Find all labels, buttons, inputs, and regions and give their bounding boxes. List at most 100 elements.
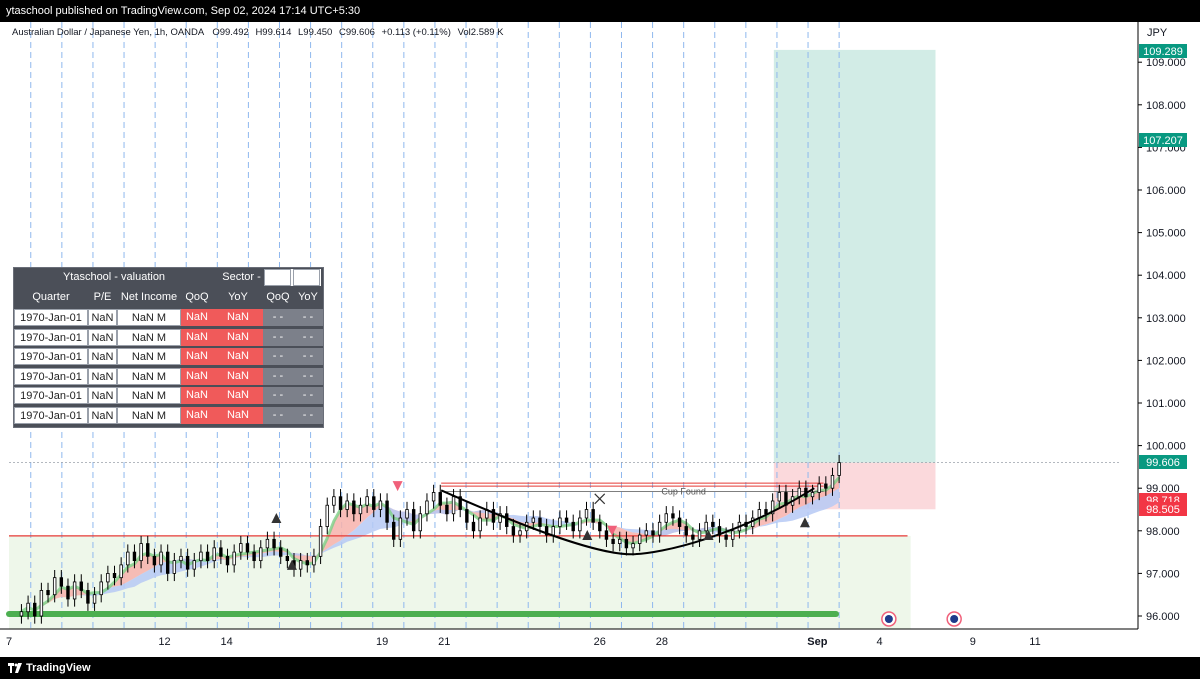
valuation-cell: - -	[263, 328, 293, 346]
candle	[46, 590, 50, 596]
x-tick-label: 14	[221, 636, 233, 648]
candle	[657, 521, 662, 536]
candle	[551, 526, 555, 536]
candle	[126, 551, 130, 566]
y-tick-label: 104.000	[1146, 270, 1186, 282]
y-tick-label: 98.000	[1146, 526, 1180, 538]
valuation-cell: NaN	[88, 348, 117, 365]
valuation-cell: 1970-Jan-01	[14, 387, 88, 404]
candle	[185, 555, 190, 570]
valuation-cell: - -	[293, 387, 323, 404]
valuation-cell: - -	[293, 406, 323, 424]
candle	[624, 538, 629, 549]
buy-signal-marker	[703, 530, 714, 541]
candle	[33, 602, 37, 617]
candle	[564, 517, 569, 523]
y-tick-label: 101.000	[1146, 398, 1186, 410]
legend-open: O99.492	[212, 27, 248, 38]
candle	[544, 526, 549, 536]
candle	[265, 538, 270, 549]
candle	[392, 521, 396, 540]
candle	[704, 521, 708, 532]
x-tick-label: 19	[376, 636, 388, 648]
candle	[611, 538, 615, 544]
x-tick-label: 26	[594, 636, 606, 648]
candle	[604, 530, 609, 540]
valuation-cell: 1970-Jan-01	[14, 309, 88, 326]
valuation-cell: - -	[263, 367, 293, 385]
valuation-cell: NaN	[213, 328, 263, 346]
valuation-cell: NaN	[213, 309, 263, 326]
x-tick-label: 11	[1029, 636, 1040, 648]
candle	[770, 500, 775, 515]
valuation-cell: NaN	[181, 367, 213, 385]
valuation-data-row: 1970-Jan-01 NaN NaN M NaN NaN - -- -	[14, 328, 323, 347]
candle	[79, 581, 83, 591]
y-tick-label: 108.000	[1146, 100, 1186, 112]
col-net-income: Net Income	[120, 291, 178, 303]
candle	[578, 517, 582, 532]
candle	[92, 594, 97, 604]
y-tick-label: 106.000	[1146, 185, 1186, 197]
candle	[584, 509, 589, 519]
candle	[445, 504, 449, 515]
valuation-data-row: 1970-Jan-01 NaN NaN M NaN NaN - -- -	[14, 386, 323, 405]
candle	[132, 551, 137, 562]
candle	[86, 590, 90, 604]
valuation-cell: NaN	[88, 367, 117, 385]
valuation-cell: - -	[263, 406, 293, 424]
valuation-header-row: Quarter P/E Net Income QoQ YoY QoQ YoY	[14, 288, 323, 307]
candle	[139, 543, 143, 562]
candle	[59, 577, 64, 587]
currency-label: JPY	[1147, 27, 1168, 39]
candle	[52, 577, 57, 596]
sector-value-box	[264, 269, 321, 286]
price-badge	[1139, 455, 1187, 469]
chart-area[interactable]: Cup Found JPY 96.000 97.000 98.000 99.000 100…	[0, 22, 1200, 657]
valuation-title-row: Ytaschool - valuation Sector -	[14, 268, 323, 287]
candle	[285, 555, 290, 562]
valuation-cell: - -	[293, 328, 323, 346]
candle	[697, 530, 702, 540]
valuation-cell: - -	[263, 387, 293, 404]
valuation-cell: NaN	[181, 328, 213, 346]
valuation-cell: - -	[293, 309, 323, 326]
candle	[431, 492, 436, 502]
legend-close: C99.606	[339, 27, 375, 38]
candle	[637, 534, 642, 544]
candle	[365, 496, 369, 506]
valuation-data-row: 1970-Jan-01 NaN NaN M NaN NaN - -- -	[14, 347, 323, 366]
candle	[465, 509, 469, 523]
cross-marker	[594, 493, 606, 505]
legend-symbol: Australian Dollar / Japanese Yen, 1h, OA…	[12, 27, 205, 38]
candle	[425, 500, 429, 515]
candle	[345, 500, 349, 510]
candle	[219, 547, 223, 557]
valuation-cell: NaN M	[117, 328, 181, 346]
valuation-cell: NaN M	[117, 348, 181, 365]
overlay-layer: Cup Found	[271, 481, 962, 627]
cup-found-label: Cup Found	[661, 486, 706, 496]
candle	[192, 560, 196, 570]
profit-target-zone	[773, 49, 936, 463]
valuation-cell: NaN M	[117, 367, 181, 385]
candle	[511, 526, 516, 536]
buy-signal-marker	[286, 559, 297, 570]
ma-line-fast	[20, 476, 841, 613]
candle	[411, 509, 416, 532]
candle	[352, 500, 356, 515]
candle	[26, 602, 30, 613]
x-tick-label: 4	[876, 636, 882, 648]
valuation-cell: NaN	[88, 309, 117, 326]
candle	[405, 509, 409, 519]
event-flag-icon-inner	[950, 615, 959, 623]
candle	[172, 560, 177, 574]
valuation-cell: NaN	[213, 367, 263, 385]
candle	[66, 585, 70, 600]
valuation-cell: NaN M	[117, 406, 181, 424]
legend-change: +0.113 (+0.11%)	[382, 27, 451, 38]
candle	[518, 530, 522, 536]
candle	[817, 483, 821, 493]
x-tick-label: 12	[158, 636, 170, 648]
valuation-cell: NaN	[213, 406, 263, 424]
